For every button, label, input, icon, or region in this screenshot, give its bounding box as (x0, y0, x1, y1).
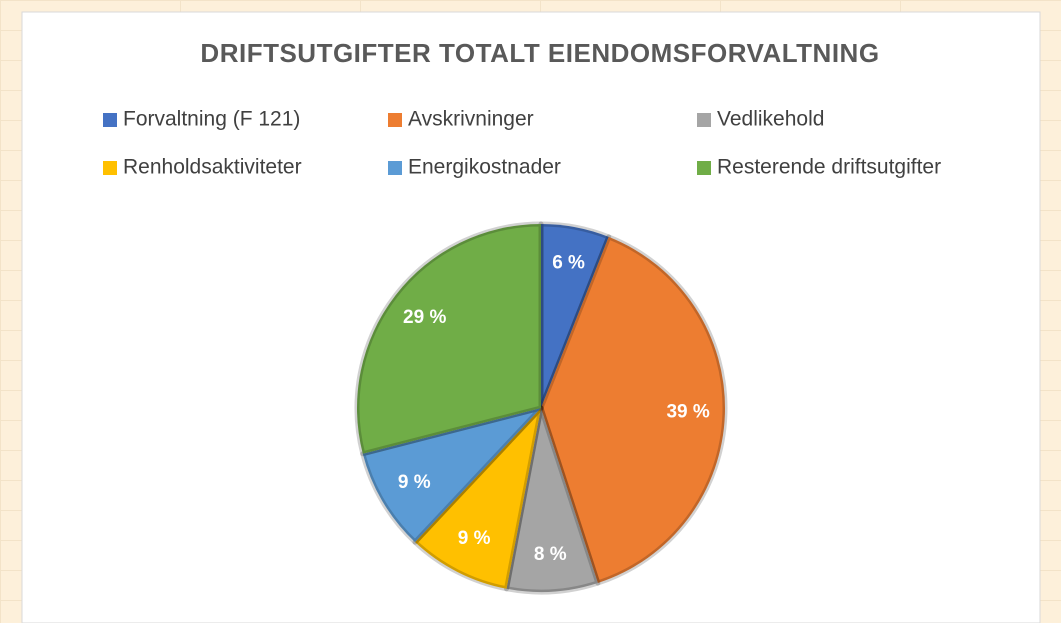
pie-slice (354, 221, 544, 457)
legend-swatch (388, 161, 402, 175)
pie-slice (538, 221, 612, 411)
data-label: 6 % (552, 252, 585, 273)
data-label: 9 % (458, 528, 491, 549)
legend-label: Vedlikehold (717, 108, 824, 131)
data-label: 39 % (666, 402, 709, 423)
data-label: 8 % (534, 544, 567, 565)
pie-slice (412, 405, 544, 592)
pie-slice (360, 405, 544, 545)
legend-swatch (697, 113, 711, 127)
legend-label: Forvaltning (F 121) (123, 108, 300, 131)
chart-title: DRIFTSUTGIFTER TOTALT EIENDOMSFORVALTNIN… (200, 38, 879, 68)
legend-swatch (103, 161, 117, 175)
legend-label: Renholdsaktiviteter (123, 156, 302, 179)
legend-label: Energikostnader (408, 156, 561, 179)
legend-swatch (697, 161, 711, 175)
legend-swatch (388, 113, 402, 127)
data-label: 9 % (398, 472, 431, 493)
legend-label: Resterende driftsutgifter (717, 156, 941, 179)
pie-slice (504, 405, 601, 595)
pie-slice (538, 234, 728, 586)
data-label: 29 % (403, 307, 446, 328)
legend-label: Avskrivninger (408, 108, 534, 131)
legend-swatch (103, 113, 117, 127)
